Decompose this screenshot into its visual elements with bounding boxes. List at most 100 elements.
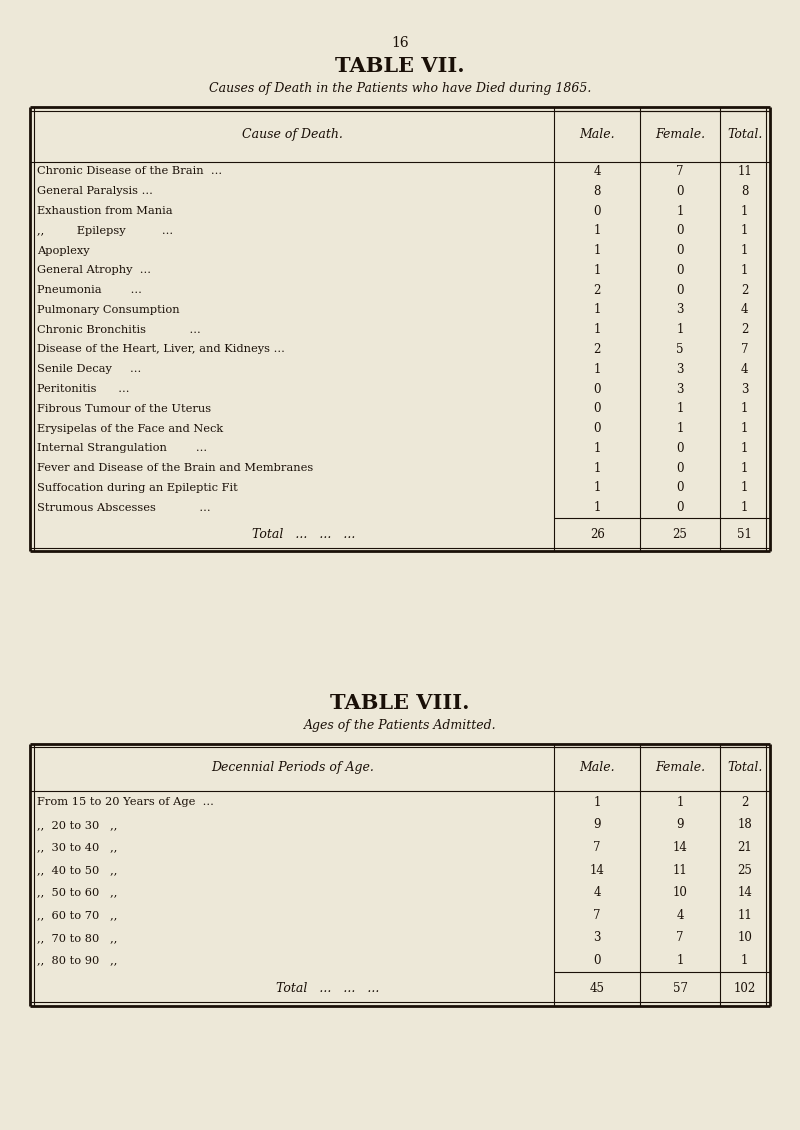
Text: 0: 0 bbox=[676, 284, 684, 297]
Text: 11: 11 bbox=[673, 863, 687, 877]
Text: Causes of Death in the Patients who have Died during 1865.: Causes of Death in the Patients who have… bbox=[209, 81, 591, 95]
Text: Senile Decay     ...: Senile Decay ... bbox=[37, 364, 178, 374]
Text: 4: 4 bbox=[594, 165, 601, 179]
Text: 14: 14 bbox=[590, 863, 605, 877]
Text: Strumous Abscesses            ...: Strumous Abscesses ... bbox=[37, 503, 210, 513]
Text: 9: 9 bbox=[676, 818, 684, 832]
Text: 1: 1 bbox=[594, 303, 601, 316]
Text: Decennial Periods of Age.: Decennial Periods of Age. bbox=[211, 760, 374, 774]
Text: 11: 11 bbox=[738, 909, 752, 922]
Text: 45: 45 bbox=[590, 982, 605, 996]
Text: 0: 0 bbox=[676, 184, 684, 198]
Text: Male.: Male. bbox=[579, 760, 615, 774]
Text: 1: 1 bbox=[676, 954, 684, 967]
Text: 2: 2 bbox=[741, 796, 749, 809]
Text: 0: 0 bbox=[594, 402, 601, 416]
Text: 2: 2 bbox=[594, 284, 601, 297]
Text: 1: 1 bbox=[594, 501, 601, 514]
Text: 1: 1 bbox=[741, 421, 749, 435]
Text: 2: 2 bbox=[741, 284, 749, 297]
Text: 3: 3 bbox=[676, 303, 684, 316]
Text: 2: 2 bbox=[594, 342, 601, 356]
Text: 0: 0 bbox=[676, 481, 684, 495]
Text: ,,         Epilepsy          ...: ,, Epilepsy ... bbox=[37, 226, 173, 236]
Text: 0: 0 bbox=[676, 224, 684, 237]
Text: Disease of the Heart, Liver, and Kidneys ...: Disease of the Heart, Liver, and Kidneys… bbox=[37, 345, 285, 355]
Text: 1: 1 bbox=[594, 481, 601, 495]
Text: 3: 3 bbox=[676, 382, 684, 395]
Text: 3: 3 bbox=[676, 363, 684, 376]
Text: General Atrophy  ...: General Atrophy ... bbox=[37, 266, 187, 276]
Text: 5: 5 bbox=[676, 342, 684, 356]
Text: TABLE VII.: TABLE VII. bbox=[335, 55, 465, 76]
Text: 1: 1 bbox=[594, 442, 601, 455]
Text: 1: 1 bbox=[741, 402, 749, 416]
Text: 0: 0 bbox=[594, 382, 601, 395]
Text: Chronic Disease of the Brain  ...: Chronic Disease of the Brain ... bbox=[37, 166, 222, 176]
Text: 11: 11 bbox=[738, 165, 752, 179]
Text: ,,  80 to 90   ,,: ,, 80 to 90 ,, bbox=[37, 956, 117, 965]
Text: Ages of the Patients Admitted.: Ages of the Patients Admitted. bbox=[304, 719, 496, 732]
Text: 1: 1 bbox=[594, 224, 601, 237]
Text: 1: 1 bbox=[676, 402, 684, 416]
Text: 10: 10 bbox=[673, 886, 687, 899]
Text: Female.: Female. bbox=[655, 128, 705, 141]
Text: 1: 1 bbox=[741, 244, 749, 258]
Text: Apoplexy: Apoplexy bbox=[37, 245, 169, 255]
Text: 0: 0 bbox=[676, 501, 684, 514]
Text: 10: 10 bbox=[738, 931, 752, 945]
Text: 51: 51 bbox=[738, 528, 752, 541]
Text: 1: 1 bbox=[676, 421, 684, 435]
Text: 1: 1 bbox=[594, 363, 601, 376]
Text: 14: 14 bbox=[673, 841, 687, 854]
Text: General Paralysis ...: General Paralysis ... bbox=[37, 186, 186, 197]
Text: From 15 to 20 Years of Age  ...: From 15 to 20 Years of Age ... bbox=[37, 798, 214, 807]
Text: 1: 1 bbox=[676, 323, 684, 337]
Text: Total   ...   ...   ...: Total ... ... ... bbox=[252, 528, 356, 541]
Text: 25: 25 bbox=[738, 863, 752, 877]
Text: Suffocation during an Epileptic Fit: Suffocation during an Epileptic Fit bbox=[37, 483, 238, 493]
Text: 1: 1 bbox=[741, 501, 749, 514]
Text: 1: 1 bbox=[741, 205, 749, 218]
Text: Internal Strangulation        ...: Internal Strangulation ... bbox=[37, 443, 207, 453]
Text: ,,  50 to 60   ,,: ,, 50 to 60 ,, bbox=[37, 888, 117, 897]
Text: 21: 21 bbox=[738, 841, 752, 854]
Text: Peritonitis      ...: Peritonitis ... bbox=[37, 384, 166, 394]
Text: 0: 0 bbox=[676, 263, 684, 277]
Text: Fever and Disease of the Brain and Membranes: Fever and Disease of the Brain and Membr… bbox=[37, 463, 313, 473]
Text: Male.: Male. bbox=[579, 128, 615, 141]
Text: Total.: Total. bbox=[727, 760, 762, 774]
Text: 7: 7 bbox=[676, 165, 684, 179]
Text: Pulmonary Consumption: Pulmonary Consumption bbox=[37, 305, 212, 315]
Text: ,,  60 to 70   ,,: ,, 60 to 70 ,, bbox=[37, 911, 117, 920]
Text: Fibrous Tumour of the Uterus: Fibrous Tumour of the Uterus bbox=[37, 403, 218, 414]
Text: 1: 1 bbox=[741, 954, 749, 967]
Text: 7: 7 bbox=[676, 931, 684, 945]
Text: 9: 9 bbox=[594, 818, 601, 832]
Text: 1: 1 bbox=[594, 461, 601, 475]
Text: 1: 1 bbox=[594, 263, 601, 277]
Text: 4: 4 bbox=[741, 303, 749, 316]
Text: 4: 4 bbox=[741, 363, 749, 376]
Text: Chronic Bronchitis            ...: Chronic Bronchitis ... bbox=[37, 324, 201, 334]
Text: 1: 1 bbox=[741, 263, 749, 277]
Text: ,,  40 to 50   ,,: ,, 40 to 50 ,, bbox=[37, 866, 117, 875]
Text: 57: 57 bbox=[673, 982, 687, 996]
Text: 1: 1 bbox=[741, 461, 749, 475]
Text: 8: 8 bbox=[594, 184, 601, 198]
Text: 4: 4 bbox=[676, 909, 684, 922]
Text: 7: 7 bbox=[594, 909, 601, 922]
Text: ,,  70 to 80   ,,: ,, 70 to 80 ,, bbox=[37, 933, 117, 942]
Text: 1: 1 bbox=[594, 244, 601, 258]
Text: 1: 1 bbox=[676, 205, 684, 218]
Text: 3: 3 bbox=[594, 931, 601, 945]
Text: 2: 2 bbox=[741, 323, 749, 337]
Text: 4: 4 bbox=[594, 886, 601, 899]
Text: Pneumonia        ...: Pneumonia ... bbox=[37, 285, 178, 295]
Text: 25: 25 bbox=[673, 528, 687, 541]
Text: 26: 26 bbox=[590, 528, 605, 541]
Text: 102: 102 bbox=[734, 982, 756, 996]
Text: 1: 1 bbox=[741, 442, 749, 455]
Text: Total   ...   ...   ...: Total ... ... ... bbox=[276, 982, 380, 996]
Text: TABLE VIII.: TABLE VIII. bbox=[330, 693, 470, 713]
